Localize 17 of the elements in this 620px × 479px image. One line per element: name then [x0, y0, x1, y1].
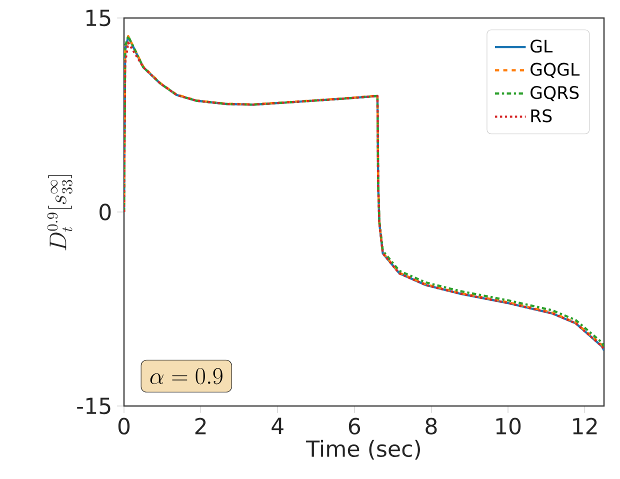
- x-tick-label: 8: [426, 418, 437, 435]
- x-tick-label: 4: [272, 418, 284, 434]
- x-tick-label: 0: [118, 418, 130, 435]
- x-tick-label: 6: [348, 418, 360, 435]
- y-axis-title: $D_t^{0.9}[s_{33}^{\infty}]$: [47, 175, 72, 250]
- x-axis-title: Time (sec): [306, 440, 420, 460]
- x-tick-label: 10: [496, 418, 521, 435]
- legend-label: GQGL: [530, 62, 580, 78]
- y-tick-label: 15: [86, 10, 110, 26]
- legend-label: GQRS: [530, 86, 579, 102]
- y-tick-label: -15: [77, 398, 110, 414]
- y-tick-label: 0: [100, 204, 111, 220]
- legend-label: GL: [530, 40, 553, 53]
- x-tick-label: 2: [195, 418, 206, 434]
- annotation: $\alpha = 0.9$: [150, 368, 222, 384]
- x-tick-label: 12: [573, 418, 597, 434]
- legend-label: RS: [531, 109, 552, 122]
